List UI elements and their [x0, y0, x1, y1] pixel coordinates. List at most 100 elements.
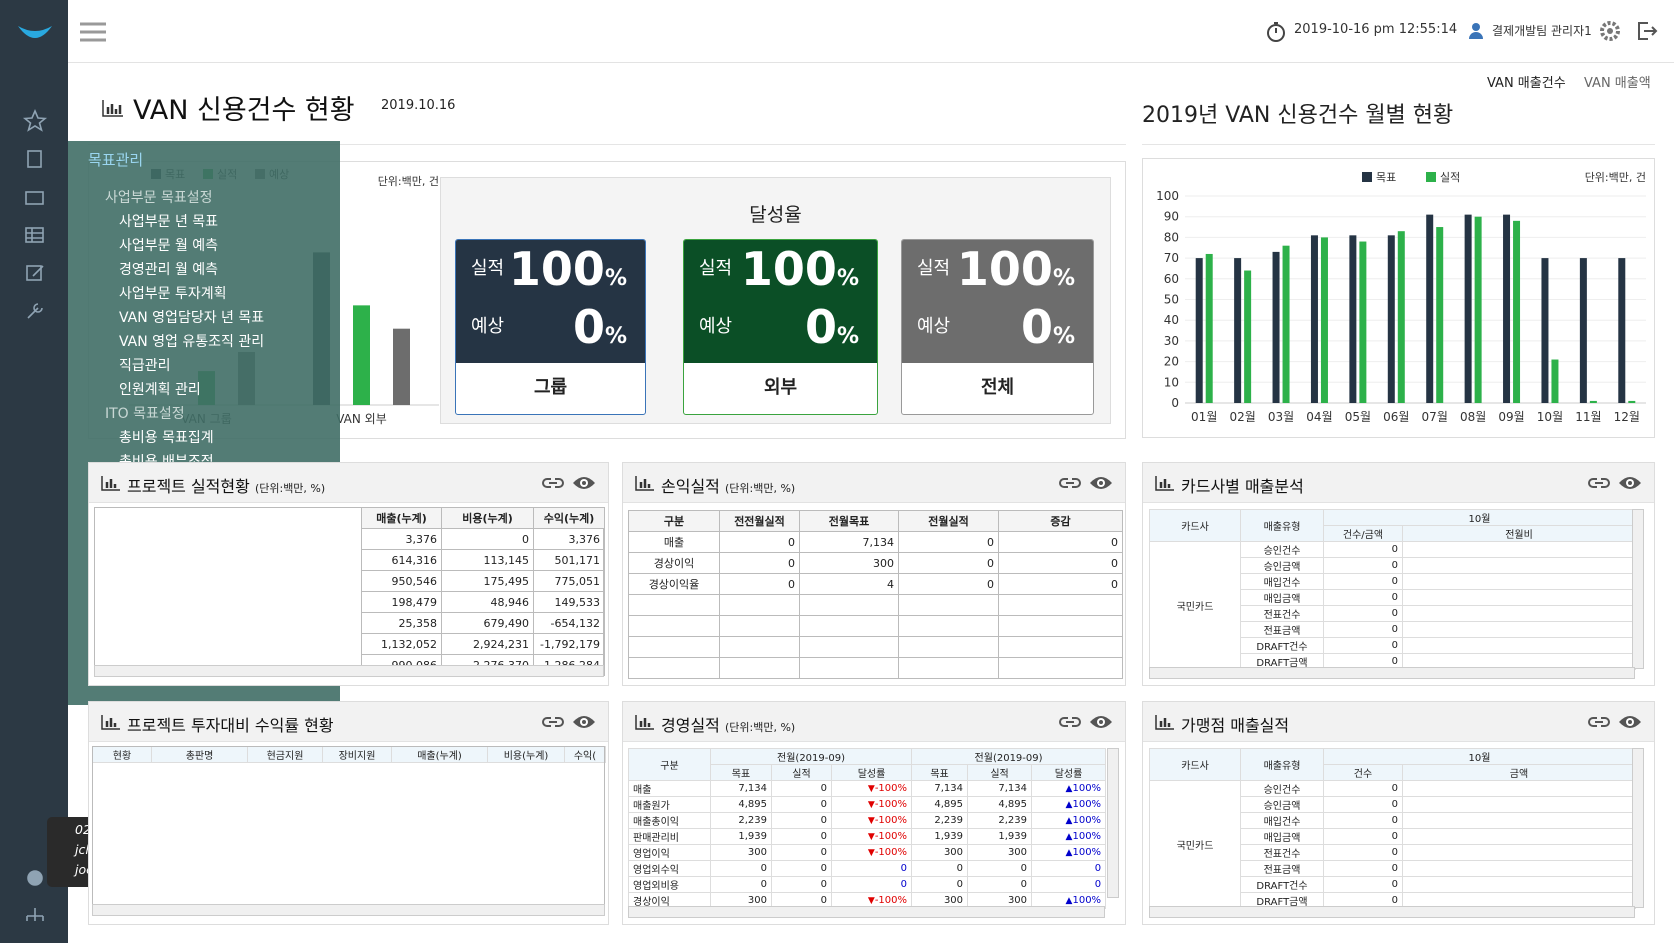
- table-row: 구분 전월(2019-09) 전월(2019-09): [628, 748, 1107, 781]
- achievement-card[interactable]: 실적 100% 예상 0% 전체: [901, 239, 1094, 415]
- menu-title: 목표관리: [88, 151, 144, 169]
- scrollbar: [1632, 509, 1644, 669]
- menu-group[interactable]: 사업부문 목표설정: [105, 190, 213, 206]
- view-icon[interactable]: [572, 714, 596, 730]
- cell: [1402, 828, 1636, 845]
- cell: 0: [771, 780, 832, 797]
- tab[interactable]: VAN 매출건수: [1487, 76, 1566, 91]
- cell: -100%: [830, 796, 913, 813]
- card-name: 외부: [763, 377, 798, 398]
- x-tick-label: 02월: [1229, 410, 1255, 424]
- link-icon[interactable]: [1059, 715, 1081, 729]
- tab[interactable]: VAN 매출액: [1584, 76, 1651, 91]
- hamburger[interactable]: [78, 20, 108, 44]
- column-header: 증감: [998, 510, 1123, 532]
- menu-item[interactable]: 인원계획 관리: [119, 382, 201, 398]
- cell: DRAFT건수: [1240, 876, 1324, 893]
- logout-icon[interactable]: [1636, 20, 1658, 42]
- cell: 0: [1323, 637, 1403, 654]
- y-tick-label: 50: [1164, 293, 1179, 307]
- cell: 0: [1323, 573, 1403, 590]
- bar: [1310, 235, 1318, 403]
- menu-item[interactable]: 직급관리: [119, 358, 171, 374]
- link-icon[interactable]: [1588, 715, 1610, 729]
- x-tick-label: 04월: [1306, 410, 1332, 424]
- legend-swatch: [1426, 172, 1436, 182]
- x-tick-label: 10월: [1537, 410, 1563, 424]
- cell: 48,946: [441, 591, 534, 613]
- menu-item[interactable]: VAN 영업 유통조직 관리: [119, 334, 265, 350]
- y-tick-label: 40: [1164, 313, 1179, 327]
- column-header: 현황: [92, 746, 152, 763]
- view-icon[interactable]: [1618, 714, 1642, 730]
- bar: [1618, 258, 1626, 403]
- cell: 0: [719, 573, 800, 595]
- cell: [898, 657, 999, 679]
- cell: 매입금액: [1240, 589, 1324, 606]
- table-row: 영업외수익 0 0 0 0 0 0: [628, 860, 1107, 877]
- legend-label: 목표: [1376, 171, 1396, 184]
- cell: [998, 657, 1123, 679]
- cell: [799, 657, 899, 679]
- column-header: 총판명: [151, 746, 248, 763]
- card-name: 전체: [980, 377, 1015, 398]
- link-icon[interactable]: [1588, 476, 1610, 490]
- achievement-card[interactable]: 실적 100% 예상 0% 그룹: [455, 239, 646, 415]
- cell: [799, 636, 899, 658]
- column-header: 전월목표: [799, 510, 899, 532]
- panel-title: 프로젝트 실적현황 (단위:백만, %): [127, 477, 326, 496]
- table-row: 614,316 113,145 501,171: [361, 549, 605, 571]
- panel: 프로젝트 실적현황 (단위:백만, %) 매출(누계) 비용(누계) 수익(누계) 3,…: [88, 462, 609, 686]
- bar: [1589, 400, 1597, 403]
- menu-item[interactable]: 총비용 목표집계: [119, 430, 214, 446]
- bar: [1426, 214, 1434, 403]
- user-name[interactable]: 결제개발팀 관리자1: [1492, 24, 1592, 38]
- menu-item[interactable]: 경영관리 월 예측: [119, 262, 219, 278]
- menu-group[interactable]: ITO 목표설정: [105, 406, 185, 422]
- view-icon[interactable]: [1089, 714, 1113, 730]
- panel-header: 경영실적 (단위:백만, %): [623, 702, 1125, 742]
- panel-title: 경영실적 (단위:백만, %): [661, 716, 796, 735]
- table-row: 매입건수 0: [1150, 812, 1636, 829]
- link-icon[interactable]: [542, 476, 564, 490]
- bar: [1272, 251, 1280, 403]
- table-row: DRAFT금액 0: [1150, 892, 1636, 909]
- menu-item[interactable]: 사업부문 년 목표: [119, 214, 219, 230]
- settings-icon[interactable]: [1598, 19, 1622, 43]
- menu-item[interactable]: 사업부문 투자계획: [119, 286, 227, 302]
- divider: [88, 144, 1126, 145]
- link-icon[interactable]: [1059, 476, 1081, 490]
- cell: 100%: [1031, 828, 1107, 845]
- cell: 2,239: [710, 812, 772, 829]
- panel-title: 가맹점 매출실적: [1181, 716, 1290, 735]
- cell: 100%: [1031, 844, 1107, 861]
- table-row: 3,376 0 3,376: [361, 528, 605, 550]
- y-tick-label: 10: [1164, 375, 1179, 389]
- column-header: 금액: [1402, 764, 1636, 781]
- card-value: 0%: [572, 300, 627, 354]
- bar: [1359, 241, 1367, 403]
- monthly-title: 2019년 VAN 신용건수 월별 현황: [1142, 103, 1454, 128]
- card-label: 실적: [699, 258, 733, 279]
- x-tick-label: 08월: [1460, 410, 1486, 424]
- cell: 0: [1323, 780, 1403, 797]
- achievement-card[interactable]: 실적 100% 예상 0% 외부: [683, 239, 878, 415]
- link-icon[interactable]: [542, 715, 564, 729]
- bar: [1244, 270, 1252, 403]
- cell: 경상이익: [628, 552, 720, 574]
- panel-title: 프로젝트 투자대비 수익률 현황: [127, 716, 334, 735]
- view-icon[interactable]: [1618, 475, 1642, 491]
- cell: 0: [1031, 860, 1107, 877]
- cell: 1,939: [710, 828, 772, 845]
- cell: 0: [1323, 844, 1403, 861]
- cell: [719, 636, 800, 658]
- cell: 0: [771, 828, 832, 845]
- cell: 3,376: [533, 528, 605, 550]
- menu-item[interactable]: 사업부문 월 예측: [119, 238, 219, 254]
- view-icon[interactable]: [572, 475, 596, 491]
- menu-item[interactable]: VAN 영업담당자 년 목표: [119, 310, 265, 326]
- cell: [628, 594, 720, 616]
- view-icon[interactable]: [1089, 475, 1113, 491]
- y-tick-label: 60: [1164, 272, 1179, 286]
